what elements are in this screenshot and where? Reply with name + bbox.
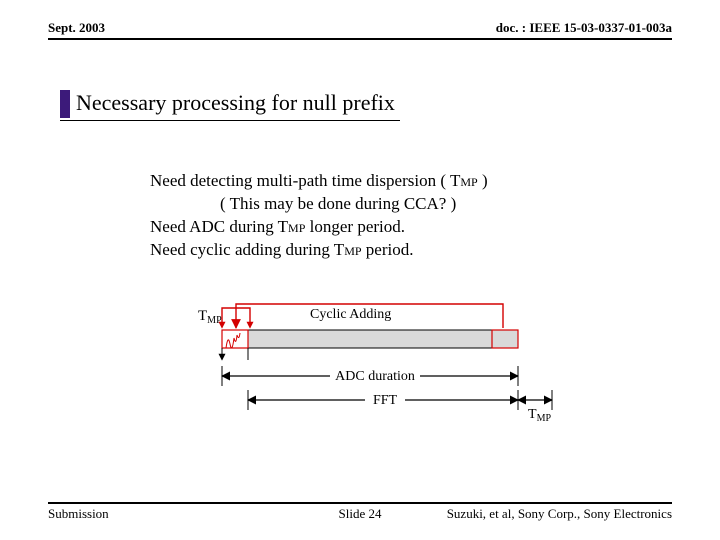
slide-title: Necessary processing for null prefix <box>76 90 395 116</box>
multipath-squiggle <box>226 333 240 348</box>
text-fragment: Need ADC during T <box>150 217 288 236</box>
body-line-2: ( This may be done during CCA? ) <box>150 193 488 216</box>
body-text: Need detecting multi-path time dispersio… <box>150 170 488 262</box>
text-fragment: ) <box>478 171 488 190</box>
fft-label: FFT <box>373 393 398 408</box>
label-tmp-left: TMP <box>198 308 222 326</box>
text-fragment: Need detecting multi-path time dispersio… <box>150 171 460 190</box>
subscript: MP <box>288 221 305 235</box>
subscript: MP <box>460 175 477 189</box>
title-accent-bar <box>60 90 70 118</box>
timing-diagram: TMP Cyclic Adding ADC duration FFT <box>160 300 560 440</box>
tmp-region-box <box>222 330 248 348</box>
body-line-4: Need cyclic adding during TMP period. <box>150 239 488 262</box>
body-line-1: Need detecting multi-path time dispersio… <box>150 170 488 193</box>
header-docnum: doc. : IEEE 15-03-0337-01-003a <box>496 20 672 36</box>
subscript: MP <box>344 244 361 258</box>
header-rule <box>48 38 672 40</box>
text-fragment: longer period. <box>305 217 405 236</box>
footer-rule <box>48 502 672 504</box>
fft-window-bar <box>248 330 518 348</box>
adc-label: ADC duration <box>335 369 415 384</box>
body-line-3: Need ADC during TMP longer period. <box>150 216 488 239</box>
footer-center: Slide 24 <box>48 506 672 522</box>
diagram-svg: TMP Cyclic Adding ADC duration FFT <box>160 300 560 440</box>
label-tmp-right: TMP <box>528 407 551 424</box>
header-date: Sept. 2003 <box>48 20 105 36</box>
title-underline <box>60 120 400 121</box>
label-cyclic-adding: Cyclic Adding <box>310 307 391 322</box>
text-fragment: period. <box>362 240 414 259</box>
text-fragment: Need cyclic adding during T <box>150 240 344 259</box>
